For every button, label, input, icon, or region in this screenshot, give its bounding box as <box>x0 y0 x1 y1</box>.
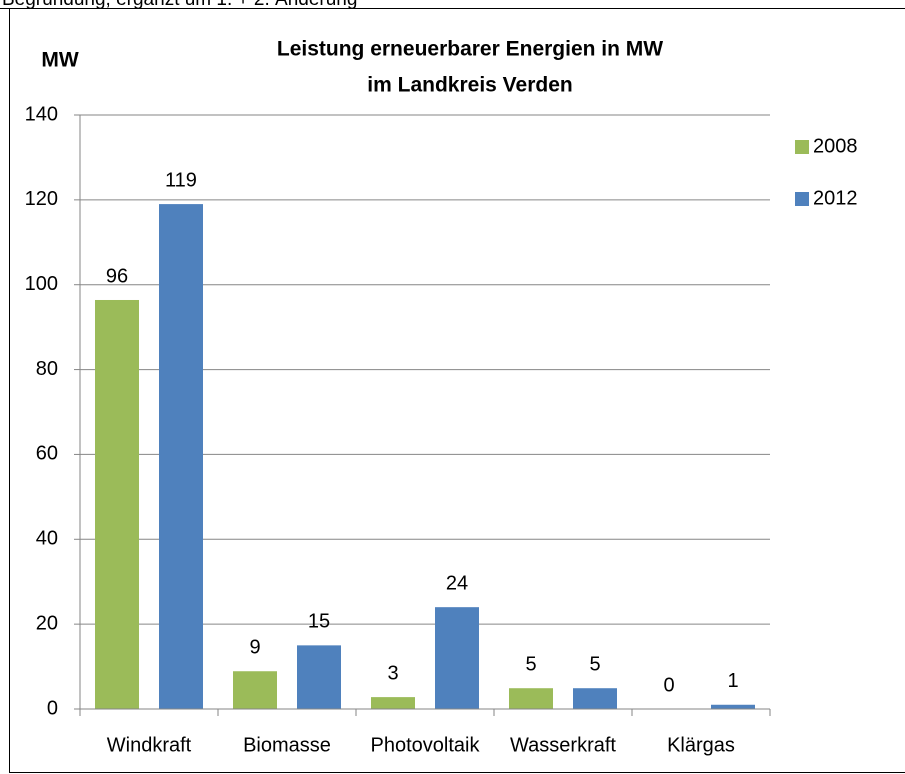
data-label: 119 <box>165 169 197 191</box>
x-tick-label: Photovoltaik <box>371 734 481 756</box>
y-tick-label: 60 <box>36 443 58 465</box>
data-label: 24 <box>446 572 468 594</box>
data-label: 1 <box>727 670 738 692</box>
y-tick-label: 100 <box>25 273 58 295</box>
data-label: 9 <box>249 637 260 659</box>
bar <box>435 607 479 709</box>
x-tick-label: Biomasse <box>243 734 331 756</box>
data-label: 5 <box>525 653 536 675</box>
y-tick-label: 0 <box>47 697 58 719</box>
x-tick-label: Klärgas <box>667 734 735 756</box>
y-tick-label: 80 <box>36 358 58 380</box>
bar <box>95 299 139 709</box>
y-axis-label: MW <box>41 49 78 72</box>
legend-swatch <box>795 192 809 206</box>
legend-swatch <box>795 140 809 154</box>
bar <box>297 645 341 709</box>
legend-label: 2008 <box>813 135 858 157</box>
chart-title: im Landkreis Verden <box>367 74 572 97</box>
legend-label: 2012 <box>813 187 858 209</box>
chart-title: Leistung erneuerbarer Energien in MW <box>277 38 663 61</box>
data-label: 5 <box>589 653 600 675</box>
chart-frame <box>9 8 905 773</box>
x-tick-label: Wasserkraft <box>510 734 616 756</box>
data-label: 15 <box>308 611 330 633</box>
bar <box>371 697 415 709</box>
data-label: 0 <box>663 674 674 696</box>
y-tick-label: 20 <box>36 612 58 634</box>
page-header: Begründung, ergänzt um 1. + 2. Änderung <box>2 0 357 10</box>
bar <box>509 688 553 709</box>
data-label: 96 <box>106 265 128 287</box>
y-tick-label: 120 <box>25 188 58 210</box>
bar <box>711 704 755 709</box>
bar <box>573 688 617 709</box>
bar <box>233 671 277 709</box>
y-tick-label: 140 <box>25 103 58 125</box>
x-tick-label: Windkraft <box>107 734 192 756</box>
bar <box>159 204 203 709</box>
y-tick-label: 40 <box>36 528 58 550</box>
data-label: 3 <box>387 662 398 684</box>
